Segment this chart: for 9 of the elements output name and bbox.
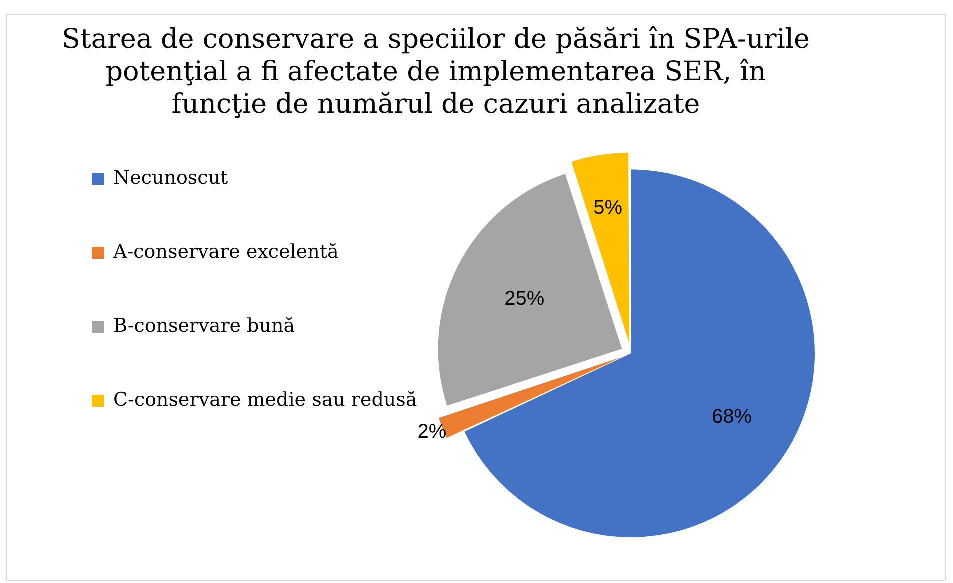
data-label: 2% (418, 420, 447, 443)
legend-label: Necunoscut (114, 166, 229, 189)
chart-title: Starea de conservare a speciilor de păsări în SPA-urile potenţial a fi afectate de implementarea SER, în funcţie de numărul de cazuri analizate (62, 24, 810, 120)
legend-label: C-conservare medie sau redusă (114, 388, 418, 411)
legend-label: B-conservare bună (114, 314, 296, 337)
legend-label: A-conservare excelentă (112, 240, 339, 263)
data-label: 25% (504, 288, 545, 310)
data-label: 68% (712, 406, 752, 428)
data-label: 5% (594, 196, 623, 219)
